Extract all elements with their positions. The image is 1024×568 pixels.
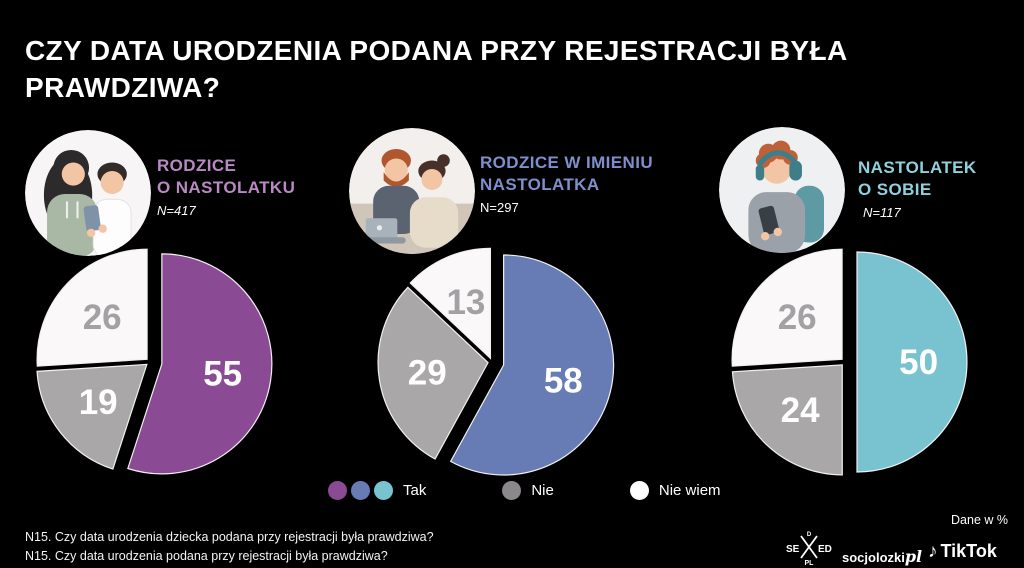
pie-slice-nie [377, 286, 489, 460]
sample-size-label: N=417 [157, 202, 196, 218]
sample-size-label: N=297 [480, 199, 519, 215]
tiktok-note-icon: ♪ [928, 541, 938, 562]
pie-chart-nastolatek-o-sobie: 50 24 26 [731, 248, 968, 476]
avatar-parent-with-teen-illustration [25, 130, 151, 256]
group-header-rodzice-w-imieniu-nastolatka: RODZICE W IMIENIU NASTOLATKA N=297 [480, 152, 700, 215]
legend-swatch [374, 481, 393, 500]
pie-slice-tak [449, 254, 615, 476]
chart-legend: Tak Nie Nie wiem [328, 481, 721, 500]
footnote-line-1: N15. Czy data urodzenia dziecka podana p… [25, 530, 434, 544]
pie-slice-value-label: 26 [778, 298, 817, 337]
group-title: RODZICE W IMIENIU NASTOLATKA [480, 152, 700, 196]
pie-slice-value-label: 19 [79, 383, 118, 422]
pie-slice-nie [731, 364, 843, 476]
group-title-line1: RODZICE W IMIENIU [480, 153, 654, 172]
pie-chart-rodzice-o-nastolatku: 55 19 26 [36, 248, 273, 475]
sexed-logo-bottom-text: PL [805, 560, 815, 566]
socjolozki-logo-text: socjolozki [842, 550, 905, 565]
pie-chart-rodzice-w-imieniu-nastolatka: 58 29 13 [377, 247, 615, 476]
sexed-logo-x-stroke [800, 535, 818, 559]
socjolozki-logo-suffix: pl [904, 547, 923, 566]
pie-slice-value-label: 24 [781, 391, 820, 430]
pie-slice-value-label: 58 [544, 361, 583, 400]
group-title-line2: NASTOLATKA [480, 174, 600, 194]
footnote-line-2: N15. Czy data urodzenia podana przy reje… [25, 548, 388, 563]
page-title: CZY DATA URODZENIA PODANA PRZY REJESTRAC… [25, 34, 847, 103]
pie-slice-nie [36, 363, 148, 470]
group-header-nastolatek-o-sobie: NASTOLATEK O SOBIE N=117 [858, 157, 1024, 220]
pie-slice-value-label: 50 [899, 343, 938, 382]
group-title-line2: O NASTOLATKU [157, 177, 296, 197]
legend-swatches-nie [502, 481, 522, 500]
avatar-teen-headphones-illustration [719, 127, 845, 253]
pie-slice-nie-wiem [36, 248, 148, 367]
legend-label-nie-wiem: Nie wiem [658, 482, 721, 499]
pie-slice-value-label: 55 [203, 355, 242, 394]
legend-swatch [502, 481, 522, 500]
pie-slice-nie-wiem [409, 247, 492, 360]
survey-question-footnotes: N15. Czy data urodzenia dziecka podana p… [25, 528, 434, 566]
legend-swatch [629, 481, 649, 500]
sexed-logo-right-text: ED [818, 544, 832, 555]
sexed-logo-left-text: SE [786, 544, 800, 555]
sample-size-label: N=117 [863, 204, 901, 220]
pie-slice-nie-wiem [731, 248, 843, 367]
legend-swatches-nie-wiem [629, 481, 649, 500]
pie-slice-tak [856, 251, 968, 473]
legend-label-nie: Nie [531, 482, 554, 499]
parent-teen-phone-illustration [25, 130, 151, 256]
legend-item-nie: Nie [502, 481, 554, 500]
socjolozki-pl-logo: socjolozkipl [842, 547, 922, 566]
data-unit-note: Dane w % [951, 513, 1008, 527]
group-header-rodzice-o-nastolatku: RODZICE O NASTOLATKU N=417 [157, 155, 367, 218]
sexed-logo-top-letter: D [807, 532, 812, 538]
legend-swatches-tak [328, 481, 393, 500]
group-title-line2: O SOBIE [858, 179, 932, 199]
pie-slice-value-label: 13 [446, 283, 485, 322]
tiktok-logo: ♪ TikTok [928, 541, 997, 562]
pie-slice-tak [127, 253, 273, 475]
sexed-pl-logo: D SE ED PL [786, 532, 832, 566]
group-title-line1: NASTOLATEK [858, 158, 977, 177]
group-title: RODZICE O NASTOLATKU [157, 155, 367, 199]
pie-slice-value-label: 26 [83, 298, 122, 337]
legend-item-nie-wiem: Nie wiem [629, 481, 721, 500]
legend-swatch [351, 481, 370, 500]
pie-slice-value-label: 29 [408, 353, 447, 392]
legend-item-tak: Tak [328, 481, 426, 500]
legend-label-tak: Tak [403, 482, 427, 499]
group-title-line1: RODZICE [157, 156, 237, 175]
legend-swatch [328, 481, 347, 500]
tiktok-logo-text: TikTok [940, 541, 997, 561]
teen-phone-headphones-illustration [719, 127, 845, 253]
group-title: NASTOLATEK O SOBIE [858, 157, 1024, 201]
